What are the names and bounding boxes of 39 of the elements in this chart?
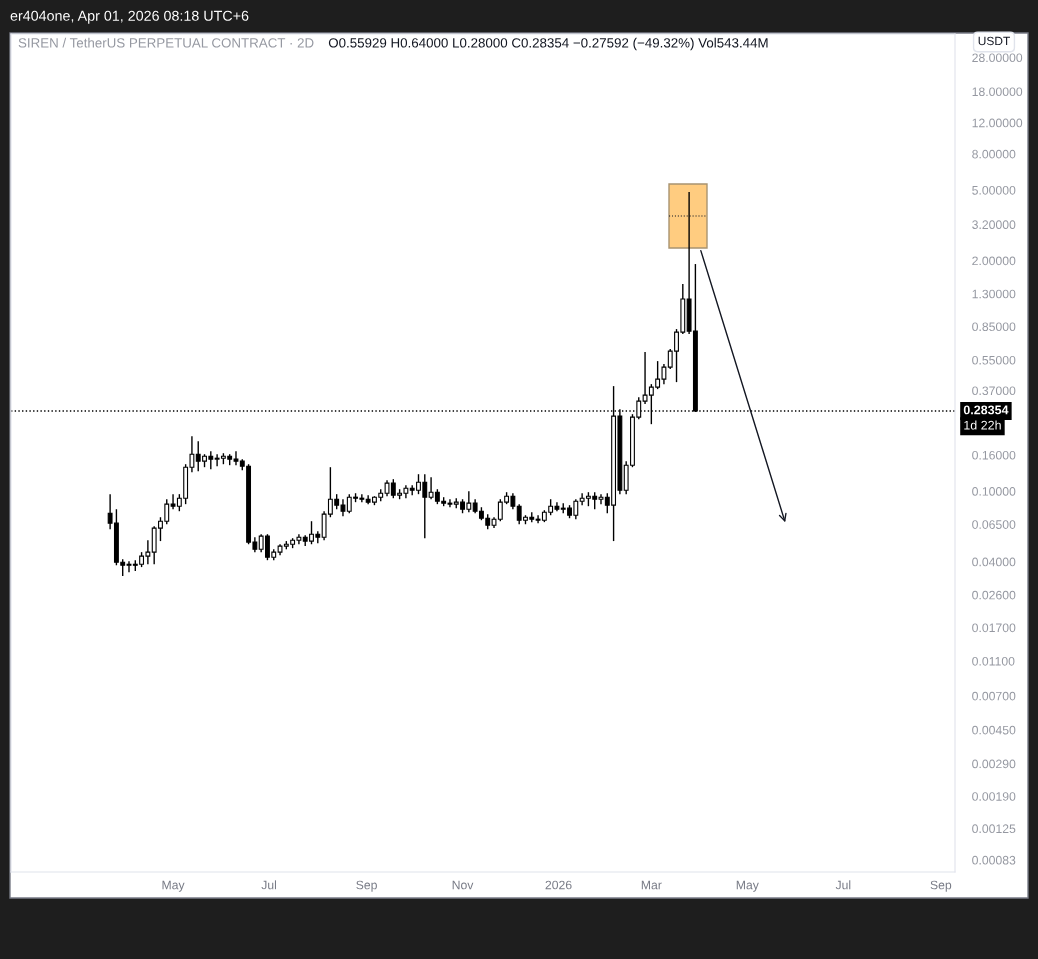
x-tick-label: Nov <box>452 880 474 890</box>
y-tick-label: 0.00083 <box>972 855 1016 865</box>
y-tick-label: 1.30000 <box>972 289 1016 299</box>
y-tick-label: 0.00125 <box>972 824 1016 834</box>
x-tick-label: Sep <box>356 880 377 892</box>
y-tick-label: 5.00000 <box>972 185 1016 195</box>
y-tick-label: 0.00700 <box>972 691 1016 701</box>
y-tick-label: 0.00450 <box>972 725 1016 735</box>
y-tick-label: 0.16000 <box>972 450 1016 460</box>
y-tick-label: 3.20000 <box>972 220 1016 229</box>
y-tick-label: 28.00000 <box>972 53 1023 63</box>
y-tick-label: 0.10000 <box>972 487 1016 496</box>
text: er404one, Apr 01, 2026 08:18 UTC+6 <box>10 10 249 24</box>
y-tick-label: 12.00000 <box>972 118 1023 128</box>
x-tick-label: 2026 <box>545 880 572 890</box>
y-tick-label: 8.00000 <box>972 149 1016 159</box>
y-tick-label: 0.85000 <box>972 322 1016 332</box>
ref-line-label: 0.28354 <box>963 405 1009 415</box>
y-tick-label: 2.00000 <box>972 256 1016 266</box>
chart-title: SIREN / TetherUS PERPETUAL CONTRACT · 2D <box>18 37 314 48</box>
x-tick-label: May <box>162 880 185 892</box>
y-tick-label: 0.01100 <box>972 656 1015 666</box>
y-tick-label: 0.04000 <box>972 557 1016 567</box>
y-tick-label: 0.02600 <box>972 590 1016 600</box>
y-tick-label: 0.06500 <box>972 520 1016 529</box>
y-tick-label: 0.37000 <box>972 386 1016 396</box>
x-tick-label: Mar <box>641 880 662 890</box>
x-tick-label: Jul <box>835 880 851 890</box>
x-tick-label: Sep <box>930 880 952 892</box>
x-tick-label: May <box>736 880 759 892</box>
chart-subtitle: O0.55929 H0.64000 L0.28000 C0.28354 −0.27592 (−49.32%) Vol543.44M <box>328 37 768 51</box>
text: 1d 22h <box>964 420 1001 430</box>
y-tick-label: 0.00290 <box>972 759 1016 769</box>
y-tick-label: 18.00000 <box>972 87 1023 97</box>
y-axis-title: USDT <box>978 36 1010 46</box>
y-tick-label: 0.00190 <box>972 792 1016 801</box>
y-tick-label: 0.55000 <box>972 355 1016 365</box>
y-tick-label: 0.01700 <box>972 623 1016 633</box>
x-tick-label: Jul <box>261 880 277 890</box>
